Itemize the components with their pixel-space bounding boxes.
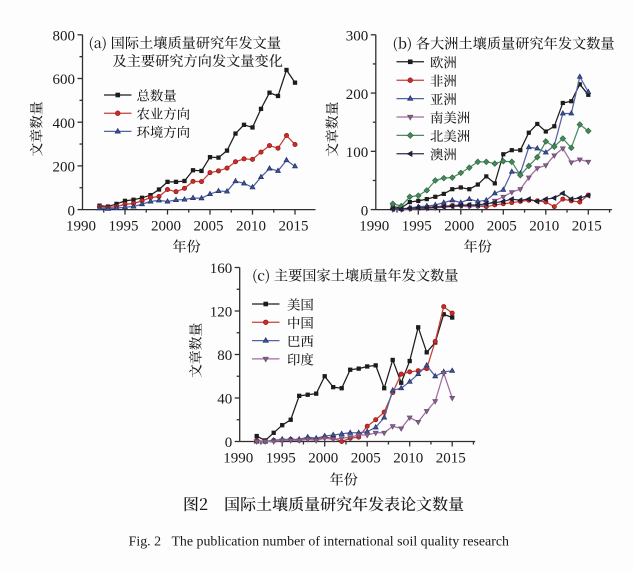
svg-text:2000: 2000 bbox=[444, 219, 474, 235]
svg-text:400: 400 bbox=[53, 116, 76, 132]
svg-text:200: 200 bbox=[346, 87, 369, 103]
svg-text:1990: 1990 bbox=[66, 219, 96, 235]
svg-text:1995: 1995 bbox=[109, 219, 139, 235]
svg-text:2000: 2000 bbox=[308, 451, 338, 467]
svg-text:1990: 1990 bbox=[359, 219, 389, 235]
svg-text:2015: 2015 bbox=[572, 219, 602, 235]
svg-text:2010: 2010 bbox=[236, 219, 266, 235]
svg-text:Fig. 2 The publication numbe: Fig. 2 The publication number of interna… bbox=[129, 535, 509, 550]
svg-text:40: 40 bbox=[217, 392, 232, 408]
svg-text:2015: 2015 bbox=[436, 451, 466, 467]
svg-text:120: 120 bbox=[210, 305, 233, 321]
svg-text:800: 800 bbox=[53, 29, 76, 45]
svg-text:100: 100 bbox=[346, 145, 369, 161]
svg-text:2010: 2010 bbox=[393, 451, 423, 467]
svg-text:2005: 2005 bbox=[487, 219, 517, 235]
svg-text:0: 0 bbox=[361, 203, 369, 219]
svg-text:2015: 2015 bbox=[279, 219, 309, 235]
svg-text:2005: 2005 bbox=[194, 219, 224, 235]
svg-text:300: 300 bbox=[346, 29, 369, 45]
svg-text:2005: 2005 bbox=[351, 451, 381, 467]
svg-text:1995: 1995 bbox=[402, 219, 432, 235]
svg-text:0: 0 bbox=[225, 435, 233, 451]
svg-text:80: 80 bbox=[217, 348, 232, 364]
svg-text:200: 200 bbox=[53, 160, 76, 176]
svg-text:0: 0 bbox=[68, 203, 76, 219]
svg-text:600: 600 bbox=[53, 72, 76, 88]
svg-text:160: 160 bbox=[210, 261, 233, 277]
svg-text:2010: 2010 bbox=[529, 219, 559, 235]
svg-text:1995: 1995 bbox=[266, 451, 296, 467]
svg-text:2000: 2000 bbox=[151, 219, 181, 235]
svg-text:1990: 1990 bbox=[223, 451, 253, 467]
